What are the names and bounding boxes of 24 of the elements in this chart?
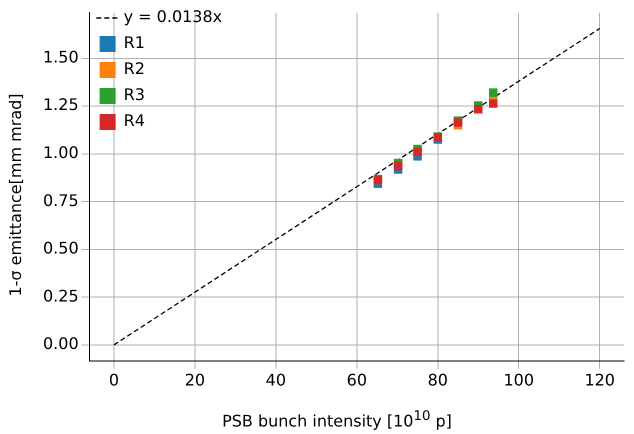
y-tick-label: 0.00 bbox=[43, 334, 79, 354]
x-tick-label: 120 bbox=[584, 370, 615, 390]
y-tick-label: 1.25 bbox=[43, 95, 79, 114]
x-tick-label: 0 bbox=[108, 370, 120, 390]
y-tick-label: 1.50 bbox=[43, 47, 79, 66]
legend-label: R2 bbox=[124, 59, 145, 78]
legend-label: R4 bbox=[124, 111, 145, 130]
point bbox=[489, 99, 498, 108]
y-tick-label: 0.50 bbox=[43, 238, 79, 258]
y-axis-title: 1-σ emittance[mm mrad] bbox=[6, 93, 25, 297]
x-tick-label: 80 bbox=[428, 370, 448, 390]
x-axis-title: PSB bunch intensity [10$^{10}$ p] bbox=[221, 408, 453, 430]
point bbox=[474, 105, 483, 114]
x-tick-label: 20 bbox=[184, 370, 206, 390]
legend-label: y = 0.0138x bbox=[124, 7, 222, 26]
legend-label: R1 bbox=[124, 33, 145, 52]
y-tick-label: 1.00 bbox=[43, 142, 79, 162]
y-tick-label: 0.25 bbox=[43, 286, 79, 306]
y-tick-label: 0.75 bbox=[43, 190, 79, 210]
x-tick-label: 100 bbox=[503, 370, 534, 390]
x-tick-label: 60 bbox=[346, 370, 367, 390]
legend-label: R3 bbox=[124, 85, 145, 104]
x-tick-label: 40 bbox=[266, 370, 286, 390]
point bbox=[489, 88, 498, 97]
